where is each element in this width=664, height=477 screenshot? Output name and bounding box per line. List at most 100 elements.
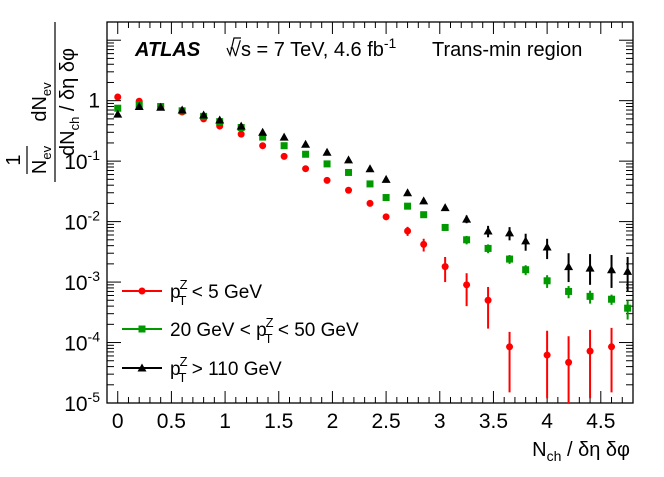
data-point bbox=[505, 228, 515, 237]
legend-marker-triangle bbox=[137, 363, 147, 372]
legend-p: p bbox=[170, 282, 181, 303]
data-point bbox=[565, 358, 573, 366]
energy-text: √s = 7 TeV, 4.6 fb bbox=[230, 39, 384, 61]
atlas-label: ATLAS bbox=[134, 39, 201, 61]
data-point bbox=[441, 263, 449, 271]
data-point bbox=[258, 127, 268, 136]
region-label: Trans-min region bbox=[432, 39, 582, 61]
legend-sup: Z bbox=[180, 354, 188, 369]
x-tick-label: 4.5 bbox=[586, 410, 615, 433]
y-tick-label: 10-1 bbox=[64, 147, 100, 174]
data-point bbox=[344, 155, 354, 164]
annotation: ATLAS √s = 7 TeV, 4.6 fb-1 Trans-min reg… bbox=[134, 35, 582, 61]
energy-label: √s = 7 TeV, 4.6 fb-1 bbox=[230, 35, 397, 61]
data-point bbox=[301, 139, 311, 148]
legend-sub: T bbox=[179, 293, 187, 308]
data-point bbox=[156, 102, 166, 111]
legend-label-black: pZ T > 110 GeV bbox=[170, 354, 282, 385]
data-point bbox=[366, 180, 374, 188]
data-point bbox=[259, 133, 267, 141]
data-point bbox=[302, 150, 310, 158]
y-tick-label: 10-5 bbox=[64, 389, 100, 416]
data-point bbox=[522, 266, 530, 274]
tick-labels: 0 0.5 1 1.5 2 2.5 3 3.5 4 4.5 10-5 10-4 10-3 10-2 10-1… bbox=[64, 90, 615, 433]
y-title-numerator: dNev bbox=[29, 82, 54, 122]
data-point bbox=[280, 142, 288, 150]
data-point bbox=[543, 351, 551, 359]
legend-label-red: pZ T < 5 GeV bbox=[170, 277, 262, 308]
data-point bbox=[366, 199, 374, 207]
data-point bbox=[237, 130, 245, 138]
data-point bbox=[585, 263, 595, 272]
data-point bbox=[623, 266, 633, 275]
legend-rest: > 110 GeV bbox=[186, 359, 282, 380]
y-tick-label: 10-4 bbox=[64, 329, 100, 356]
x-tick-label: 2 bbox=[327, 410, 339, 433]
data-point bbox=[586, 347, 594, 355]
x-tick-label: 2.5 bbox=[372, 410, 401, 433]
y-axis-title: dNev dNch / δη δφ bbox=[29, 22, 82, 182]
legend-sup: Z bbox=[180, 277, 188, 292]
series-2 bbox=[113, 102, 633, 292]
data-point bbox=[345, 186, 353, 194]
data-point bbox=[483, 226, 493, 235]
data-point bbox=[564, 262, 574, 271]
x-axis-title: Nch / δη δφ bbox=[532, 439, 630, 464]
data-point bbox=[462, 214, 472, 223]
legend-rest: < 5 GeV bbox=[186, 282, 262, 303]
data-point bbox=[586, 292, 594, 300]
legend: pZ T < 5 GeV 20 GeV < pZ T < 50 GeV pZ T > … bbox=[122, 277, 359, 385]
legend-sup: Z bbox=[266, 315, 274, 330]
data-point bbox=[543, 277, 551, 285]
x-tick-label: 4 bbox=[541, 410, 553, 433]
plot-frame bbox=[106, 21, 634, 404]
data-point bbox=[404, 227, 412, 235]
legend-pre: 20 GeV < bbox=[170, 320, 256, 341]
data-point bbox=[404, 202, 412, 210]
data-point bbox=[565, 287, 573, 295]
axis-ticks bbox=[106, 21, 634, 404]
legend-sub: T bbox=[265, 331, 273, 346]
data-point bbox=[236, 121, 246, 130]
data-point bbox=[381, 174, 391, 183]
y-axis-prefactor: 1 Nev bbox=[3, 145, 54, 174]
y-tick-label: 1 bbox=[88, 90, 100, 113]
data-point bbox=[323, 160, 331, 168]
data-point bbox=[365, 164, 375, 173]
sqrt-sign bbox=[226, 37, 241, 57]
data-point bbox=[215, 115, 225, 124]
legend-marker-square bbox=[138, 325, 146, 333]
data-point bbox=[177, 105, 187, 114]
data-point bbox=[463, 236, 471, 244]
data-point bbox=[113, 109, 123, 118]
data-point bbox=[542, 242, 552, 251]
data-point bbox=[134, 102, 144, 111]
data-point bbox=[420, 211, 428, 219]
data-point bbox=[419, 196, 429, 205]
data-point bbox=[441, 223, 449, 231]
x-tick-label: 3 bbox=[434, 410, 446, 433]
data-point bbox=[608, 343, 616, 351]
data-point bbox=[484, 244, 492, 252]
data-point bbox=[322, 147, 332, 156]
data-point bbox=[608, 295, 616, 303]
data-point bbox=[607, 265, 617, 274]
data-point bbox=[506, 343, 514, 351]
x-tick-label: 1.5 bbox=[264, 410, 293, 433]
legend-rest: < 50 GeV bbox=[273, 320, 359, 341]
x-tick-label: 0.5 bbox=[157, 410, 186, 433]
data-point bbox=[521, 236, 531, 245]
data-point bbox=[382, 194, 390, 202]
x-tick-label: 3.5 bbox=[479, 410, 508, 433]
data-point bbox=[440, 203, 450, 212]
y-tick-label: 10-2 bbox=[64, 208, 100, 235]
data-point bbox=[323, 176, 331, 184]
data-point bbox=[280, 152, 288, 160]
legend-p: p bbox=[170, 359, 181, 380]
y-prefactor-one: 1 bbox=[3, 154, 25, 165]
data-point bbox=[382, 213, 390, 221]
data-point bbox=[506, 255, 514, 263]
y-prefactor-nev: Nev bbox=[29, 145, 54, 174]
data-point bbox=[484, 296, 492, 304]
